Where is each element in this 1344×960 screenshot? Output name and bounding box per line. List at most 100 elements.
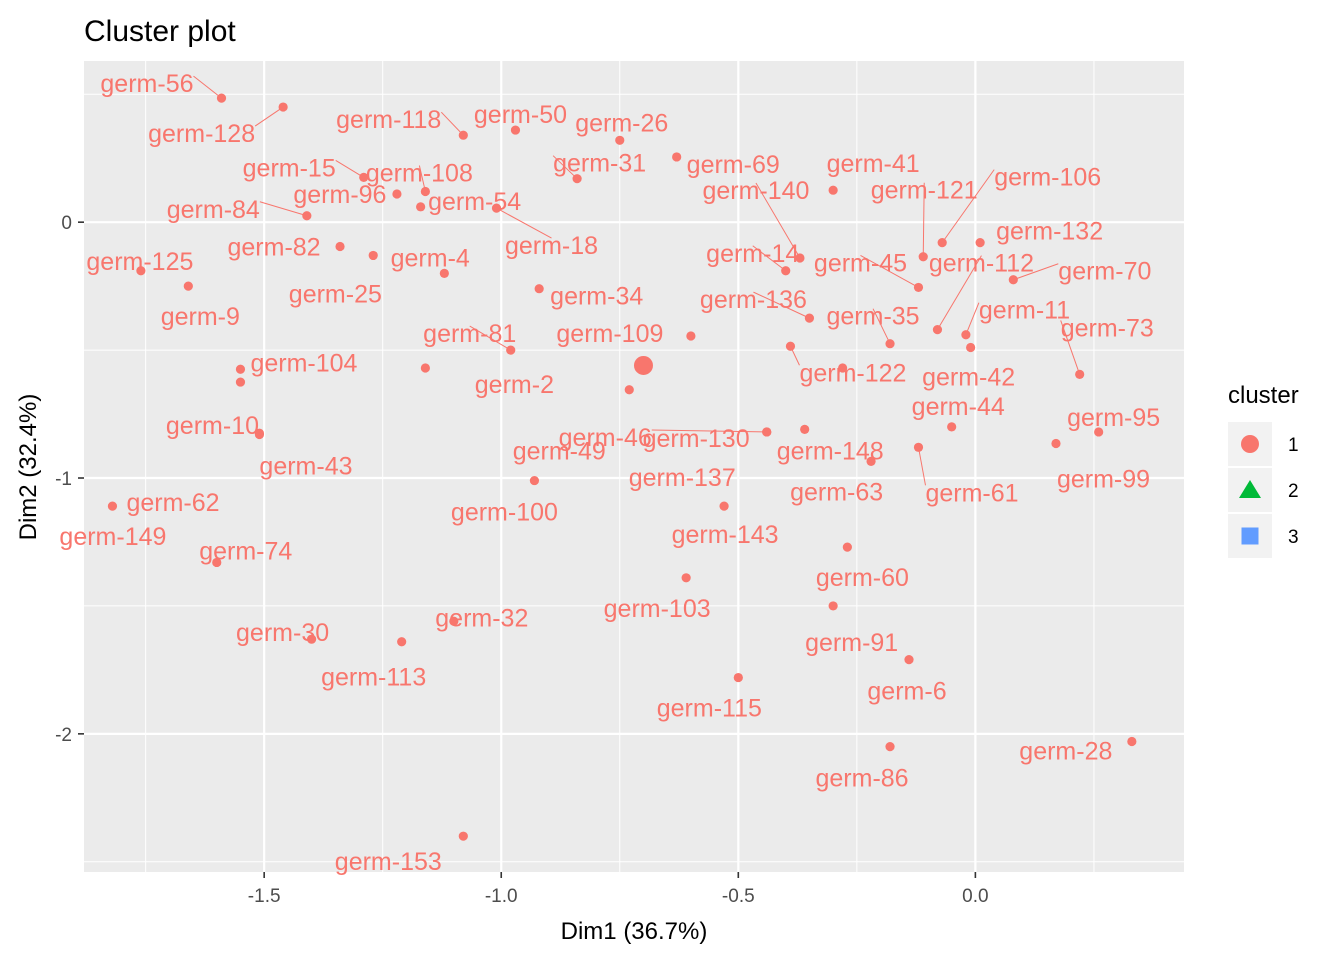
point-label: germ-153 xyxy=(335,848,442,876)
data-point xyxy=(781,266,791,276)
data-point xyxy=(1127,736,1137,747)
point-label: germ-118 xyxy=(336,106,441,134)
point-label: germ-10 xyxy=(166,412,259,440)
data-point xyxy=(800,424,810,435)
data-point xyxy=(136,266,146,276)
y-tick-label: -2 xyxy=(55,725,72,746)
label-connector xyxy=(552,155,578,180)
x-tick-label: 0.0 xyxy=(962,886,988,907)
data-point xyxy=(416,202,426,212)
x-tick-label: -1.5 xyxy=(248,886,281,907)
data-point xyxy=(359,172,369,183)
label-connector xyxy=(917,447,926,486)
data-point xyxy=(966,342,976,353)
data-point xyxy=(828,601,838,611)
point-label: germ-34 xyxy=(550,283,643,311)
data-point xyxy=(572,174,582,184)
data-point xyxy=(529,475,540,486)
point-label: germ-143 xyxy=(672,521,779,549)
label-connector xyxy=(922,182,925,257)
point-label: germ-109 xyxy=(556,320,663,348)
data-point xyxy=(624,385,634,395)
data-point xyxy=(1051,438,1061,449)
data-point xyxy=(913,442,924,452)
point-label: germ-103 xyxy=(604,595,711,623)
data-point xyxy=(216,93,227,103)
point-label: germ-86 xyxy=(815,765,908,793)
data-point xyxy=(534,284,544,294)
label-connector xyxy=(937,255,982,330)
point-label: germ-140 xyxy=(702,177,809,205)
point-label: germ-28 xyxy=(1019,738,1112,766)
data-point xyxy=(913,282,924,293)
minor-grid xyxy=(84,61,1184,872)
legend-circle-icon xyxy=(1241,435,1259,453)
legend-label: 1 xyxy=(1288,435,1299,456)
data-point xyxy=(733,672,743,683)
point-labels: germ-56 germ-128 germ-50 germ-118 germ-26 ger… xyxy=(59,70,1160,876)
data-point xyxy=(686,331,696,341)
point-label: germ-63 xyxy=(790,478,883,506)
point-label: germ-99 xyxy=(1057,465,1150,493)
point-label: germ-46 xyxy=(559,424,652,452)
point-label: germ-148 xyxy=(777,437,884,465)
label-connector xyxy=(1013,263,1059,281)
point-label: germ-69 xyxy=(687,151,780,179)
point-label: germ-61 xyxy=(925,479,1018,507)
data-point xyxy=(866,456,876,466)
label-connector xyxy=(755,182,801,259)
point-label: germ-44 xyxy=(912,393,1005,421)
data-point xyxy=(235,377,246,387)
point-label: germ-60 xyxy=(816,564,909,592)
point-label: germ-108 xyxy=(366,159,473,187)
data-point xyxy=(885,742,895,752)
point-label: germ-31 xyxy=(553,150,646,178)
data-point xyxy=(368,250,378,261)
data-point xyxy=(932,325,943,335)
y-tick-label: -1 xyxy=(55,469,72,490)
label-connector xyxy=(469,325,511,351)
point-label: germ-113 xyxy=(321,664,426,692)
point-label: germ-104 xyxy=(250,349,357,377)
point-label: germ-81 xyxy=(423,320,516,348)
point-label: germ-149 xyxy=(59,523,166,551)
data-point xyxy=(681,573,691,583)
cluster-center-point xyxy=(633,355,653,375)
point-label: germ-45 xyxy=(814,249,907,277)
data-point xyxy=(302,211,312,221)
data-point xyxy=(335,241,345,252)
label-connector xyxy=(254,106,284,127)
point-label: germ-41 xyxy=(827,150,920,178)
label-connector xyxy=(651,429,767,433)
data-point xyxy=(885,339,895,349)
data-point xyxy=(918,252,928,262)
data-point xyxy=(107,501,118,511)
data-point xyxy=(975,238,985,248)
y-tick-label: 0 xyxy=(61,213,72,234)
point-label: germ-84 xyxy=(167,196,260,224)
data-point xyxy=(672,152,682,162)
label-connector xyxy=(496,207,552,239)
data-point xyxy=(1075,369,1085,379)
point-label: germ-15 xyxy=(243,154,336,182)
point-label: germ-74 xyxy=(199,537,292,565)
point-label: germ-30 xyxy=(236,619,329,647)
chart-title: Cluster plot xyxy=(84,15,236,48)
point-label: germ-95 xyxy=(1067,404,1160,432)
data-point xyxy=(510,125,521,135)
label-connector xyxy=(1060,320,1081,375)
data-points xyxy=(107,93,1137,841)
x-axis-title: Dim1 (36.7%) xyxy=(561,918,708,945)
label-connector xyxy=(440,111,464,136)
legend-label: 2 xyxy=(1288,481,1299,502)
point-label: germ-128 xyxy=(148,120,255,148)
legend-title: cluster xyxy=(1228,382,1299,409)
point-label: germ-49 xyxy=(513,438,606,466)
point-label: germ-125 xyxy=(86,248,193,276)
point-label: germ-56 xyxy=(100,70,193,98)
point-label: germ-26 xyxy=(575,109,668,137)
data-point xyxy=(795,253,805,263)
data-point xyxy=(491,203,502,213)
y-axis-title: Dim2 (32.4%) xyxy=(15,394,42,541)
label-connector xyxy=(753,291,810,319)
